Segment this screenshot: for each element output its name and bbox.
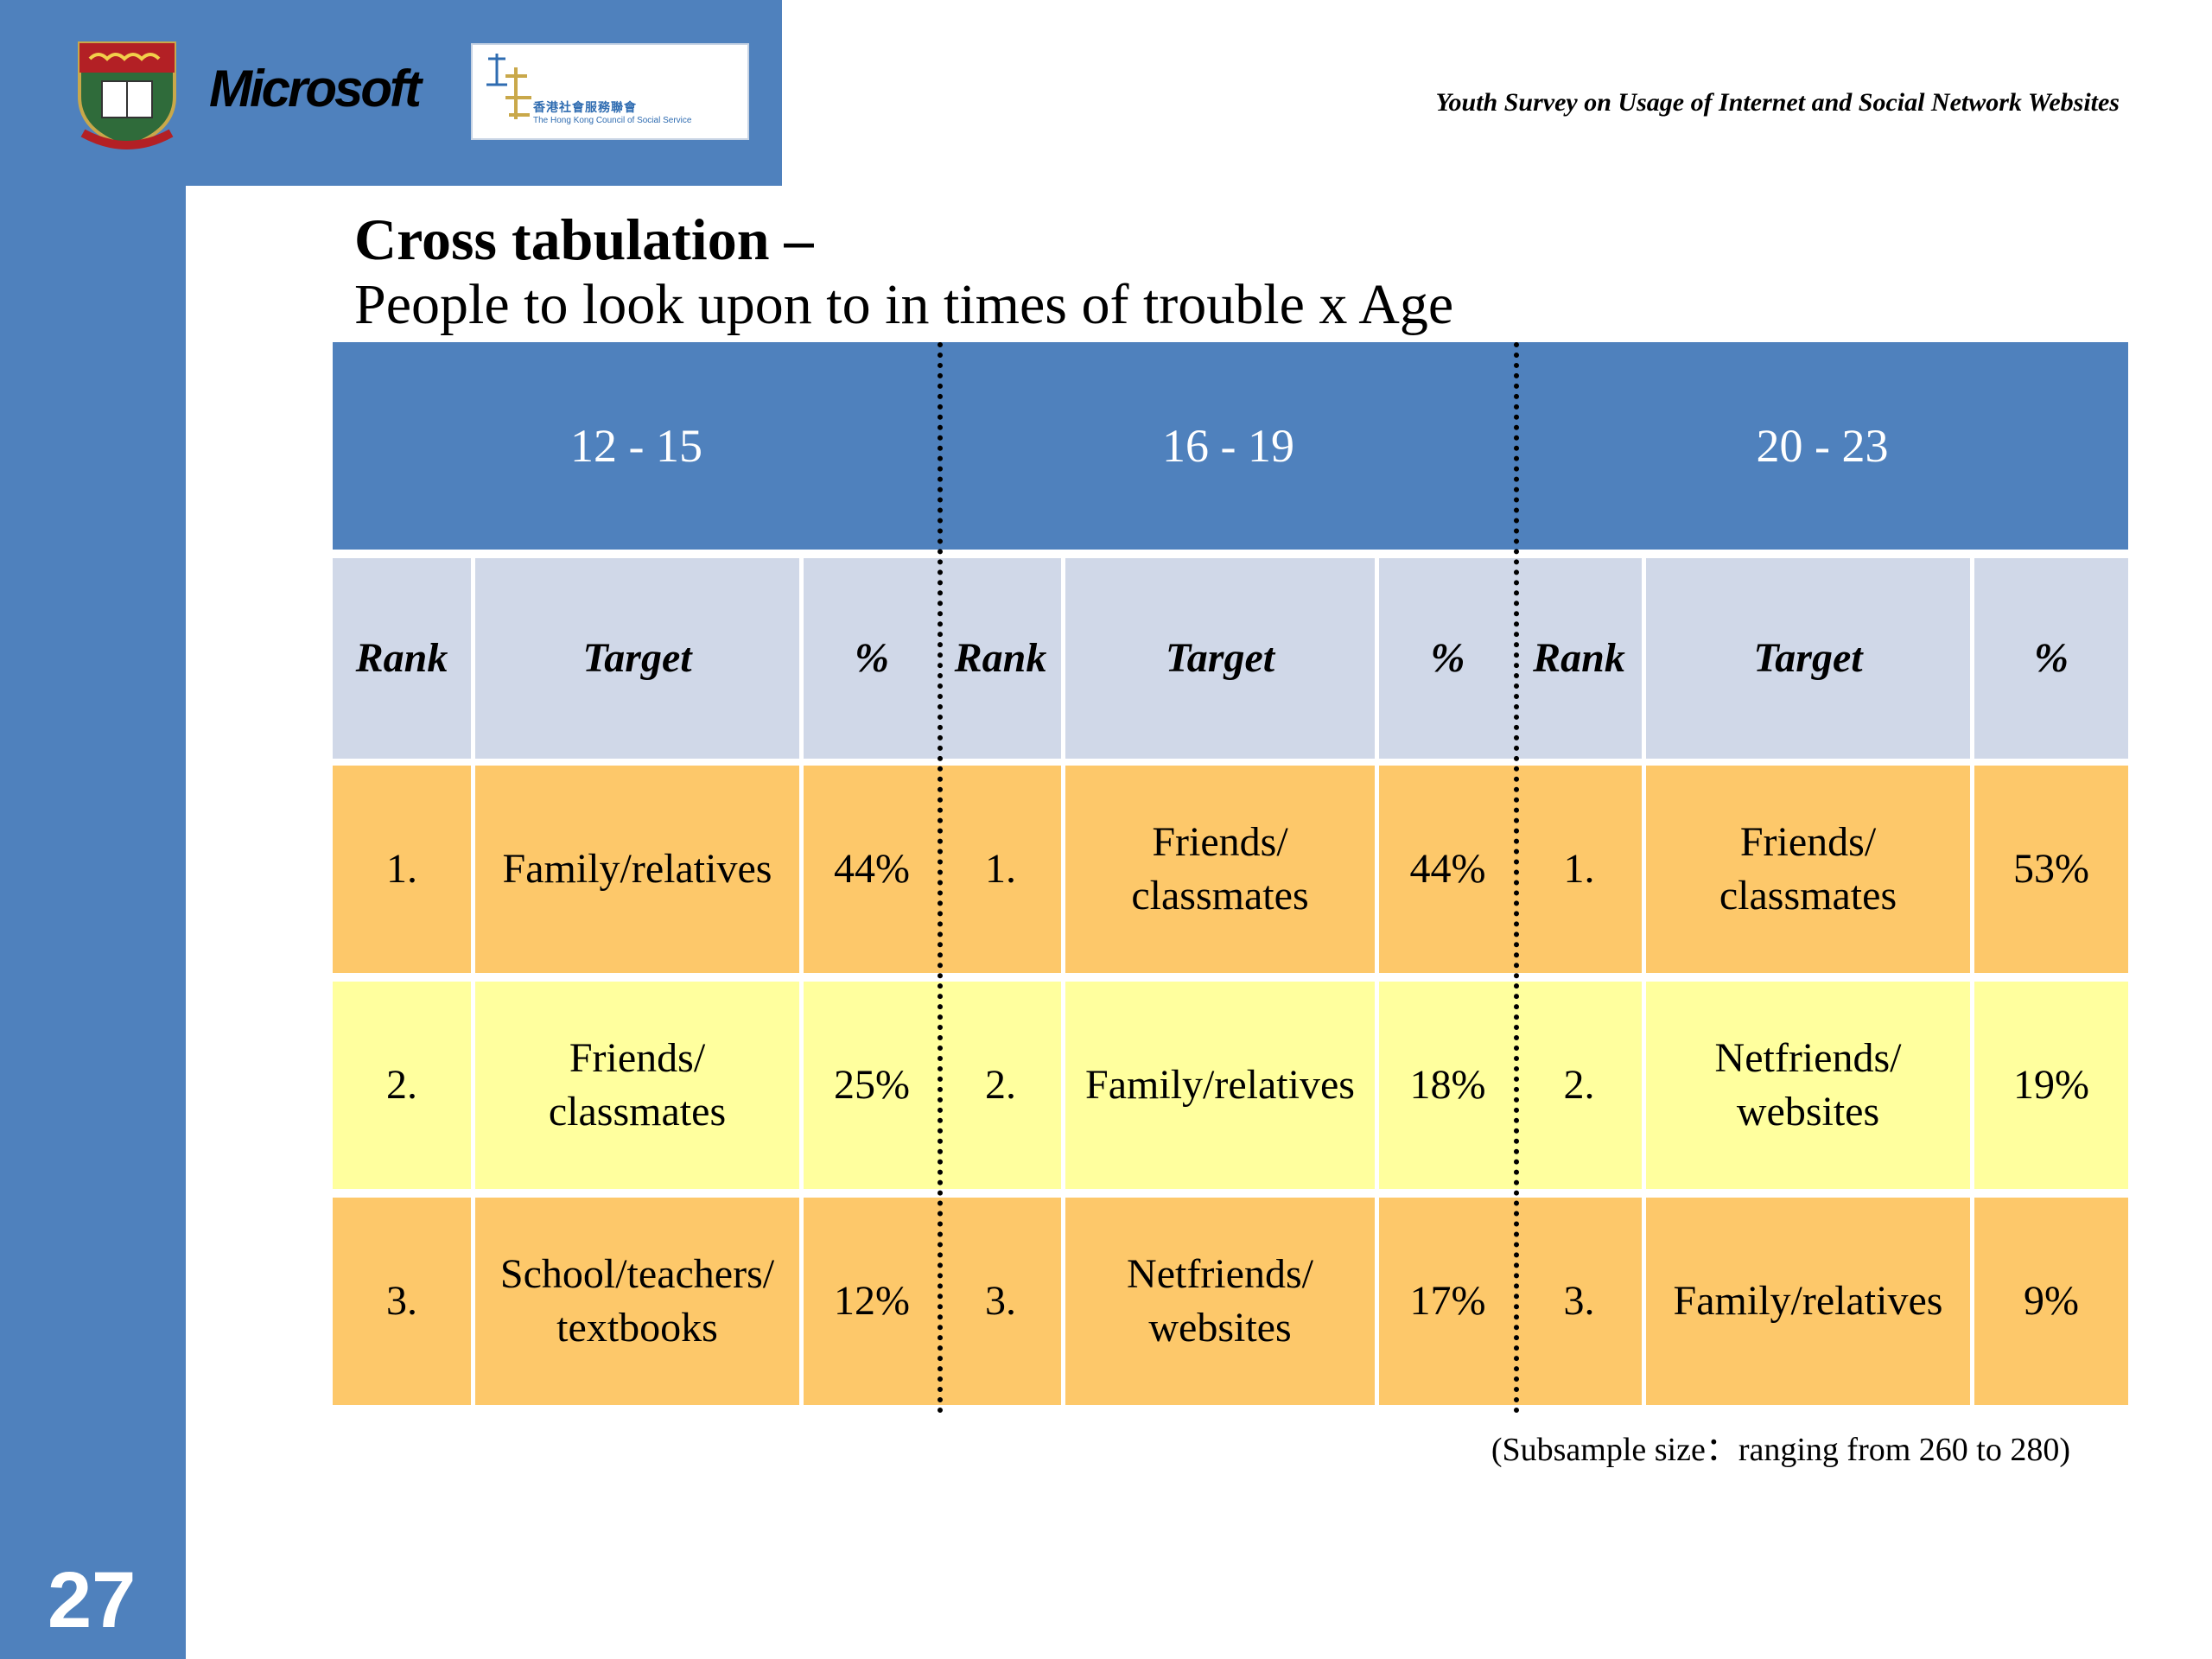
target-cell: Family/relatives [475,766,799,973]
table-row: 2. Friends/ classmates 25% 2. Family/rel… [333,982,2128,1189]
target-cell: Friends/ classmates [475,982,799,1189]
column-header-target: Target [1646,558,1970,759]
target-cell: Family/relatives [1065,982,1375,1189]
target-cell: School/teachers/ textbooks [475,1198,799,1405]
column-header-target: Target [475,558,799,759]
percent-cell: 12% [804,1198,940,1405]
percent-cell: 53% [1974,766,2128,973]
rank-cell: 2. [1516,982,1642,1189]
age-group-header: 16 - 19 [1162,420,1294,472]
target-cell: Family/relatives [1646,1198,1970,1405]
age-group-header: 20 - 23 [1756,420,1889,472]
page-number: 27 [48,1556,137,1644]
target-cell: Friends/ classmates [1065,766,1375,973]
left-blue-band [0,0,186,1659]
rank-cell: 1. [333,766,471,973]
table-row: 1. Family/relatives 44% 1. Friends/ clas… [333,766,2128,973]
percent-cell: 44% [804,766,940,973]
column-header-rank: Rank [940,558,1061,759]
target-cell: Netfriends/ websites [1646,982,1970,1189]
subsample-footnote: (Subsample size：ranging from 260 to 280) [1491,1432,2070,1468]
target-cell: Netfriends/ websites [1065,1198,1375,1405]
column-header-rank: Rank [333,558,471,759]
target-cell: Friends/ classmates [1646,766,1970,973]
rank-cell: 2. [940,982,1061,1189]
table-row: 3. School/teachers/ textbooks 12% 3. Net… [333,1198,2128,1405]
hkcss-logo: 香港社會服務聯會 The Hong Kong Council of Social… [471,43,749,140]
rank-cell: 1. [1516,766,1642,973]
percent-cell: 19% [1974,982,2128,1189]
percent-cell: 9% [1974,1198,2128,1405]
age-group-header: 12 - 15 [570,420,702,472]
hkcss-mark-icon [486,54,531,119]
column-header-percent: % [1974,558,2128,759]
column-header-target: Target [1065,558,1375,759]
age-group-header-row: 12 - 15 16 - 19 20 - 23 [333,342,2128,550]
survey-title: Youth Survey on Usage of Internet and So… [1435,88,2120,117]
rank-cell: 3. [333,1198,471,1405]
percent-cell: 17% [1379,1198,1516,1405]
group-divider [1514,342,1519,1414]
rank-cell: 3. [940,1198,1061,1405]
hkcss-english-name: The Hong Kong Council of Social Service [533,116,692,125]
column-header-percent: % [804,558,940,759]
percent-cell: 18% [1379,982,1516,1189]
top-white-area [782,0,2212,186]
hkcss-chinese-name: 香港社會服務聯會 [533,101,637,115]
microsoft-logo: Microsoft [209,60,422,118]
group-divider [938,342,943,1414]
slide-subtitle: People to look upon to in times of troub… [354,273,1454,336]
column-header-row: Rank Target % Rank Target % Rank Target … [333,558,2128,759]
university-crest-icon [78,41,176,149]
slide-title: Cross tabulation – [354,207,814,272]
percent-cell: 25% [804,982,940,1189]
percent-cell: 44% [1379,766,1516,973]
rank-cell: 3. [1516,1198,1642,1405]
rank-cell: 2. [333,982,471,1189]
rank-cell: 1. [940,766,1061,973]
column-header-percent: % [1379,558,1516,759]
column-header-rank: Rank [1516,558,1642,759]
